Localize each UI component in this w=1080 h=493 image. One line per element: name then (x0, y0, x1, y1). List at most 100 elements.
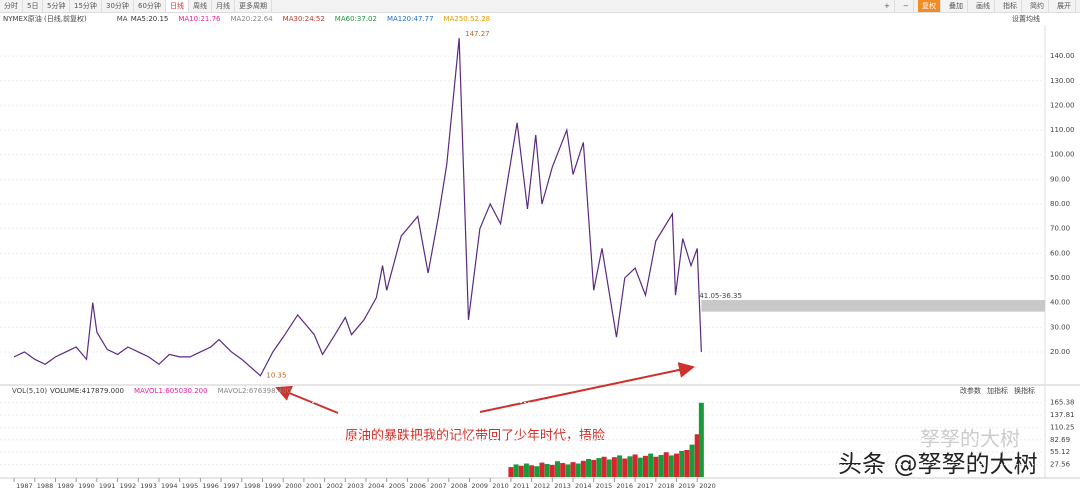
x-tick-label: 2000 (285, 482, 302, 490)
x-tick-label: 2012 (534, 482, 551, 490)
tool-button[interactable]: 叠加 (945, 0, 968, 12)
period-tab[interactable]: 分时 (0, 0, 23, 12)
x-tick-label: 2014 (575, 482, 592, 490)
volume-bar (642, 455, 648, 477)
period-tab[interactable]: 30分钟 (102, 0, 134, 12)
volume-bar (674, 453, 680, 477)
arrow (275, 385, 339, 414)
period-tab[interactable]: 日线 (166, 0, 189, 12)
volume-bar (663, 452, 669, 477)
volume-bar (694, 434, 700, 477)
volume-bar (658, 454, 664, 477)
settings-link[interactable]: 设置均线 (1012, 14, 1040, 23)
volume-bar (689, 444, 695, 477)
x-tick-label: 1991 (99, 482, 116, 490)
x-tick-label: 2017 (637, 482, 654, 490)
x-tick-label: 1987 (16, 482, 33, 490)
tool-button[interactable]: + (880, 0, 895, 12)
vol-tick-label: 137.81 (1050, 411, 1075, 419)
vol-tick-label: 27.56 (1050, 461, 1071, 469)
high-label: 147.27 (465, 30, 490, 38)
volume-bar (565, 464, 571, 477)
period-tab[interactable]: 更多周期 (235, 0, 272, 12)
watermark: 头条 @孥孥的大树 (838, 450, 1038, 478)
indicator-button[interactable]: 改参数 (960, 386, 981, 395)
y-tick-label: 80.00 (1050, 200, 1070, 208)
tool-button[interactable]: − (899, 0, 914, 12)
period-tab[interactable]: 5日 (23, 0, 44, 12)
indicator-button[interactable]: 加指标 (987, 386, 1008, 395)
period-tab[interactable]: 15分钟 (70, 0, 102, 12)
vol-legend: MAVOL2:676398.400 (218, 387, 292, 395)
y-tick-label: 60.00 (1050, 249, 1070, 257)
volume-bar (560, 463, 566, 477)
x-tick-label: 2008 (451, 482, 468, 490)
volume-bar (518, 465, 524, 477)
x-tick-label: 2004 (368, 482, 385, 490)
volume-bar (580, 460, 586, 477)
volume-bar (575, 463, 581, 477)
x-tick-label: 2019 (679, 482, 696, 490)
x-tick-label: 2003 (347, 482, 364, 490)
volume-bar (523, 463, 529, 477)
period-tab[interactable]: 月线 (212, 0, 235, 12)
tool-button[interactable]: 简约 (1026, 0, 1049, 12)
price-line (13, 38, 702, 377)
x-tick-label: 2009 (472, 482, 489, 490)
x-tick-label: 1993 (140, 482, 157, 490)
volume-bar (684, 450, 690, 477)
x-tick-label: 2011 (513, 482, 530, 490)
x-tick-label: 2005 (389, 482, 406, 490)
vol-title: VOL(5,10) (12, 387, 47, 395)
vol-legend: VOLUME:417879.000 (50, 387, 124, 395)
range-label: 41.05-36.35 (699, 292, 742, 300)
tool-button[interactable]: 指标 (999, 0, 1022, 12)
ma-label: MA (117, 15, 128, 23)
volume-bar (617, 455, 623, 477)
watermark-faint: 孥孥的大树 (920, 427, 1020, 451)
x-tick-label: 2015 (596, 482, 613, 490)
volume-bar (611, 457, 617, 477)
x-tick-label: 1997 (223, 482, 240, 490)
x-tick-label: 1996 (202, 482, 219, 490)
volume-bar (554, 461, 560, 477)
y-tick-label: 70.00 (1050, 225, 1070, 233)
volume-bar (534, 466, 540, 477)
volume-bar (637, 457, 643, 477)
volume-bar (591, 459, 597, 477)
volume-bar (586, 459, 592, 477)
volume-bar (549, 464, 555, 477)
indicator-button[interactable]: 换指标 (1014, 386, 1035, 395)
period-tab[interactable]: 5分钟 (43, 0, 71, 12)
volume-bar (601, 456, 607, 477)
annotation: 原油的暴跌把我的记忆带回了少年时代，捂脸 (345, 428, 605, 444)
ma-legend: MA20:22.64 (231, 15, 274, 23)
volume-bar (622, 458, 628, 477)
x-tick-label: 1992 (120, 482, 137, 490)
volume-bar (668, 455, 674, 477)
x-tick-label: 1995 (182, 482, 199, 490)
volume-bar (570, 462, 576, 477)
x-tick-label: 2001 (306, 482, 323, 490)
volume-bar (627, 456, 633, 477)
volume-bar (596, 458, 602, 477)
low-label: 10.35 (266, 372, 286, 380)
range-band (701, 300, 1045, 312)
period-tab[interactable]: 周线 (189, 0, 212, 12)
volume-bar (508, 467, 514, 477)
x-tick-label: 2016 (616, 482, 633, 490)
volume-bar (606, 459, 612, 477)
ma-legend: MA250:52.28 (444, 15, 491, 23)
vol-tick-label: 82.69 (1050, 436, 1070, 444)
period-tab[interactable]: 60分钟 (134, 0, 166, 12)
y-tick-label: 20.00 (1050, 348, 1070, 356)
arrow (479, 362, 695, 413)
tool-button[interactable]: 展开 (1053, 0, 1076, 12)
tool-button[interactable]: 复权 (918, 0, 941, 12)
volume-bar (648, 453, 654, 477)
y-tick-label: 130.00 (1050, 77, 1075, 85)
y-tick-label: 110.00 (1050, 126, 1075, 134)
tool-button[interactable]: 画线 (972, 0, 995, 12)
